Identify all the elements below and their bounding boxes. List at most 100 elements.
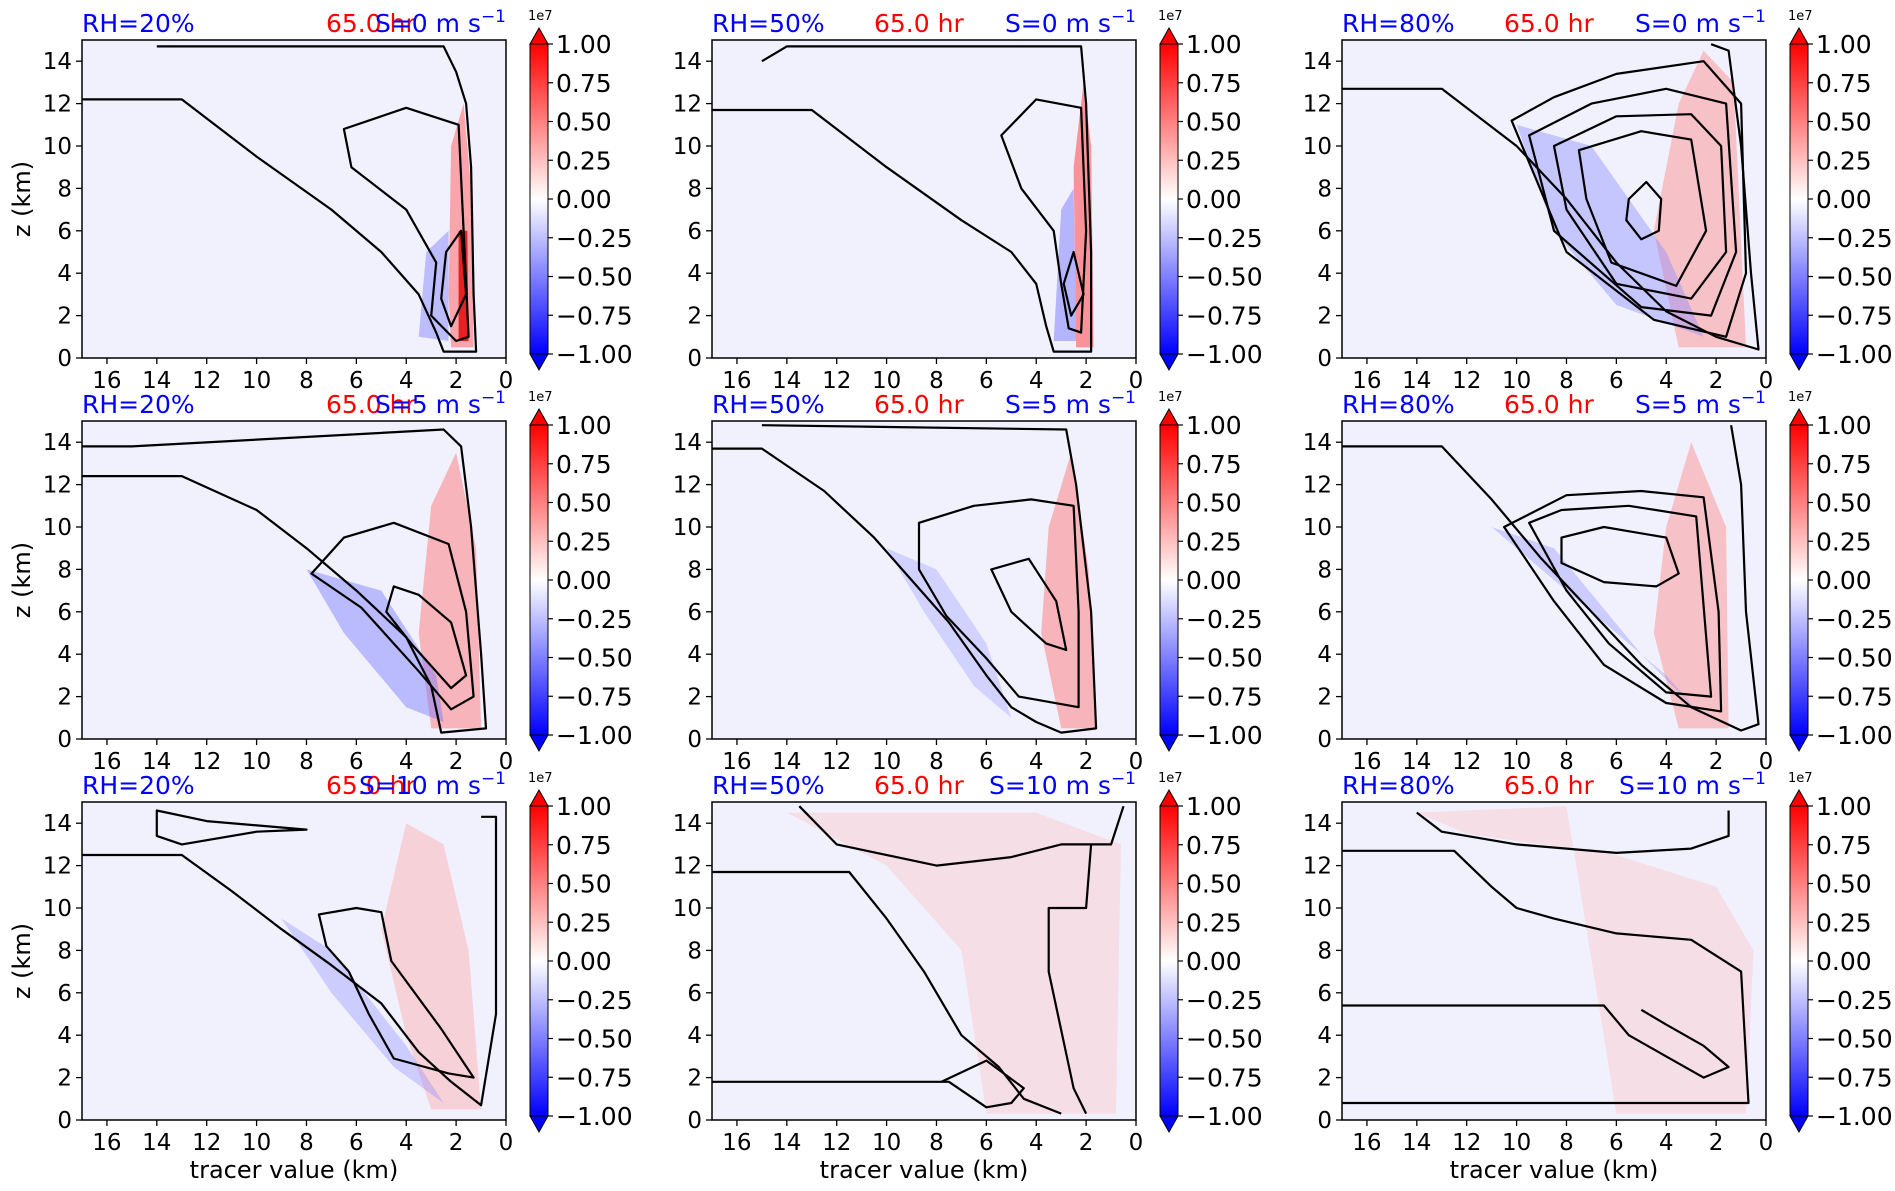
x-tick-label: 14 — [772, 749, 801, 775]
colorbar-tick-label: −0.75 — [1816, 682, 1893, 711]
x-tick-label: 0 — [499, 749, 514, 775]
title-rh: RH=20% — [82, 390, 195, 419]
colorbar-tick-label: 0.00 — [1186, 185, 1242, 214]
x-tick-label: 0 — [1129, 749, 1144, 775]
plot-frame — [711, 39, 1137, 359]
colorbar-tick-label: 0.75 — [556, 69, 612, 98]
x-tick-label: 14 — [1402, 1130, 1431, 1156]
y-tick-label: 14 — [1303, 811, 1332, 837]
x-tick-label: 10 — [872, 368, 901, 394]
colorbar-tick-label: −0.50 — [556, 644, 633, 673]
x-tick-label: 16 — [92, 749, 121, 775]
y-tick-label: 10 — [1303, 896, 1332, 922]
colorbar-exponent: 1e7 — [528, 390, 553, 405]
colorbar-tick-label: −1.00 — [1186, 340, 1263, 369]
y-tick-label: 2 — [57, 304, 72, 330]
x-tick-label: 14 — [142, 1130, 171, 1156]
colorbar-tick-label: 0.00 — [1816, 947, 1872, 976]
x-tick-label: 0 — [1759, 1130, 1774, 1156]
y-tick-label: 8 — [1317, 176, 1332, 202]
x-tick-label: 16 — [92, 368, 121, 394]
y-tick-label: 0 — [687, 727, 702, 753]
x-tick-label: 4 — [399, 749, 414, 775]
colorbar-tick-label: 0.75 — [556, 831, 612, 860]
y-tick-label: 0 — [1317, 727, 1332, 753]
title-shear: S=10 m s−1 — [1619, 769, 1766, 800]
y-tick-label: 8 — [687, 176, 702, 202]
x-tick-label: 4 — [399, 368, 414, 394]
x-tick-label: 14 — [772, 368, 801, 394]
colorbar-exponent: 1e7 — [528, 771, 553, 786]
colorbar-tick-label: −0.25 — [1816, 224, 1893, 253]
x-tick-label: 8 — [929, 749, 944, 775]
title-time: 65.0 hr — [1504, 390, 1594, 419]
y-tick-label: 6 — [57, 219, 72, 245]
x-tick-label: 6 — [979, 368, 994, 394]
colorbar-tick-label: 0.75 — [556, 450, 612, 479]
colorbar-tick-label: 0.50 — [556, 870, 612, 899]
colorbar-tick-label: −0.50 — [1816, 1025, 1893, 1054]
colorbar-tick-label: 1.00 — [1186, 30, 1242, 59]
colorbar-tick-label: 0.75 — [1186, 450, 1242, 479]
x-tick-label: 2 — [449, 1130, 464, 1156]
title-shear: S=10 m s−1 — [359, 769, 506, 800]
title-rh: RH=20% — [82, 771, 195, 800]
x-tick-label: 16 — [722, 368, 751, 394]
colorbar-tick-label: 0.00 — [556, 566, 612, 595]
y-tick-label: 2 — [687, 685, 702, 711]
title-time: 65.0 hr — [326, 9, 416, 38]
colorbar-tick-label: −0.25 — [1186, 986, 1263, 1015]
y-axis-label: z (km) — [8, 161, 36, 237]
x-tick-label: 12 — [1452, 368, 1481, 394]
y-tick-label: 4 — [687, 261, 702, 287]
y-tick-label: 4 — [1317, 642, 1332, 668]
plot-frame — [81, 801, 507, 1121]
title-shear: S=0 m s−1 — [375, 7, 506, 38]
x-tick-label: 6 — [979, 1130, 994, 1156]
plot-frame — [711, 420, 1137, 740]
x-tick-label: 0 — [1129, 1130, 1144, 1156]
colorbar-tick-label: 0.50 — [1186, 489, 1242, 518]
plot-frame — [1341, 39, 1767, 359]
colorbar-tick-label: −0.50 — [556, 263, 633, 292]
colorbar-tick-label: 0.25 — [556, 908, 612, 937]
plot-frame — [711, 801, 1137, 1121]
x-tick-label: 10 — [1502, 749, 1531, 775]
colorbar-tick-label: 0.50 — [1186, 870, 1242, 899]
x-tick-label: 10 — [1502, 368, 1531, 394]
title-rh: RH=80% — [1342, 9, 1455, 38]
title-shear: S=5 m s−1 — [375, 388, 506, 419]
x-tick-label: 0 — [499, 1130, 514, 1156]
y-tick-label: 0 — [687, 1108, 702, 1134]
x-tick-label: 16 — [722, 749, 751, 775]
y-tick-label: 8 — [1317, 557, 1332, 583]
x-tick-label: 4 — [399, 1130, 414, 1156]
title-shear: S=0 m s−1 — [1635, 7, 1766, 38]
x-tick-label: 2 — [1079, 368, 1094, 394]
colorbar-tick-label: 0.75 — [1816, 450, 1872, 479]
y-tick-label: 6 — [687, 981, 702, 1007]
colorbar-tick-label: −0.25 — [1816, 986, 1893, 1015]
y-tick-label: 6 — [687, 600, 702, 626]
y-tick-label: 14 — [673, 49, 702, 75]
y-tick-label: 8 — [57, 557, 72, 583]
y-tick-label: 2 — [687, 304, 702, 330]
colorbar-tick-label: −0.25 — [1186, 224, 1263, 253]
colorbar-exponent: 1e7 — [1788, 9, 1813, 24]
y-tick-label: 8 — [57, 176, 72, 202]
title-rh: RH=50% — [712, 771, 825, 800]
colorbar-tick-label: 0.00 — [1816, 566, 1872, 595]
y-tick-label: 4 — [57, 1023, 72, 1049]
y-tick-label: 12 — [43, 473, 72, 499]
plot-area — [712, 802, 1136, 1120]
x-tick-label: 10 — [242, 749, 271, 775]
x-tick-label: 6 — [349, 749, 364, 775]
y-axis-label: z (km) — [8, 923, 36, 999]
x-tick-label: 12 — [1452, 1130, 1481, 1156]
colorbar-tick-label: −0.25 — [556, 224, 633, 253]
colorbar-tick-label: −0.25 — [1816, 605, 1893, 634]
